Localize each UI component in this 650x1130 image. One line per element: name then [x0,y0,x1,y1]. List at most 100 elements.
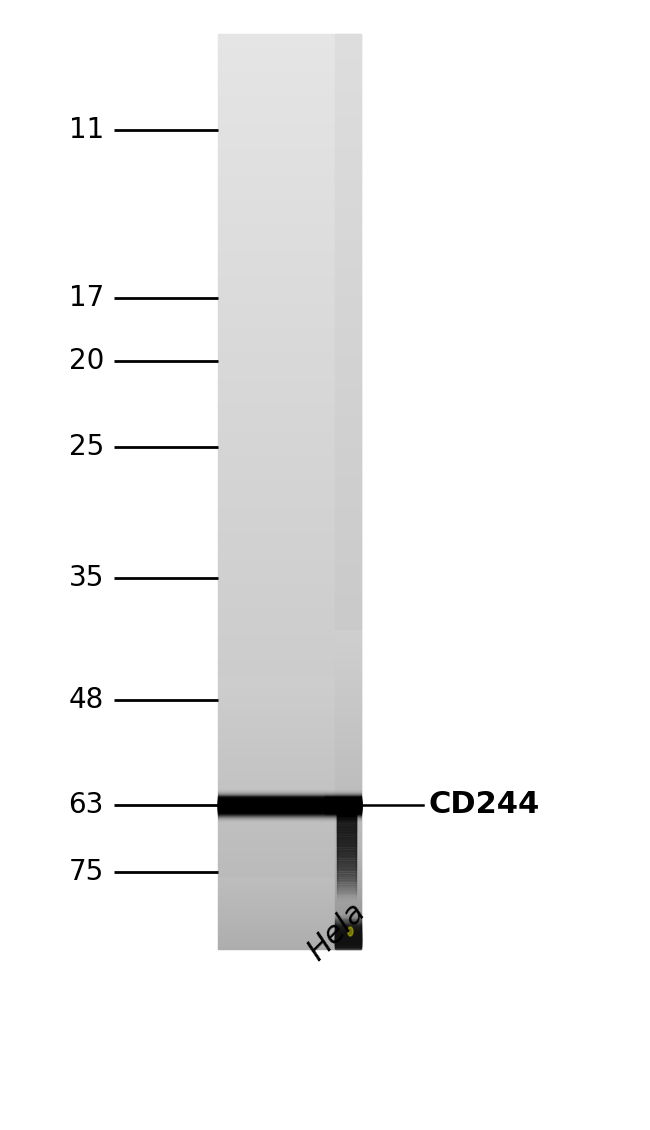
Bar [218,946,361,949]
Bar [335,153,361,156]
Bar [335,284,361,287]
Bar [218,205,361,208]
Bar [335,263,361,266]
Bar [218,421,361,425]
Bar [218,540,361,544]
Bar [325,806,361,810]
Bar [218,260,361,263]
Bar [218,792,361,798]
Bar [218,775,361,779]
Bar [335,843,361,845]
Bar [335,779,361,782]
Bar [335,238,361,242]
Bar [218,833,361,836]
Bar [335,355,361,357]
Bar [218,836,361,840]
Bar [218,574,361,577]
Bar [337,810,356,818]
Bar [218,684,361,687]
Bar [218,183,361,186]
Bar [218,800,361,806]
Bar [218,802,361,806]
Bar [335,671,361,675]
Bar [335,409,361,412]
Bar [325,807,361,811]
Bar [218,70,361,73]
Bar [218,931,361,933]
Bar [325,794,361,799]
Bar [335,721,361,723]
Bar [337,881,356,889]
Bar [335,802,361,806]
Bar [218,723,361,727]
Bar [218,772,361,775]
Bar [218,885,361,888]
Bar [335,577,361,580]
Bar [335,727,361,730]
Bar [335,504,361,506]
Bar [218,244,361,247]
Bar [218,863,361,867]
Bar [335,754,361,757]
Bar [218,501,361,504]
Bar [325,803,361,808]
Bar [218,251,361,253]
Bar [218,46,361,50]
Bar [218,531,361,534]
Bar [218,492,361,495]
Bar [335,745,361,748]
Bar [335,718,361,721]
Bar [335,186,361,190]
Bar [335,730,361,732]
Bar [335,675,361,678]
Bar [218,327,361,330]
Bar [337,824,356,832]
Bar [218,608,361,610]
Bar [218,394,361,397]
Bar [325,812,361,817]
Bar [337,853,356,861]
Bar [218,794,361,800]
Bar [335,928,361,931]
Bar [218,816,361,822]
Bar [218,870,361,872]
Bar [335,635,361,638]
Bar [218,913,361,915]
Bar [218,660,361,662]
Bar [335,397,361,400]
Bar [335,929,361,938]
Bar [218,147,361,150]
Bar [218,730,361,732]
Bar [335,86,361,89]
Bar [218,922,361,924]
Bar [335,797,361,800]
Bar [335,253,361,257]
Bar [335,406,361,409]
Bar [325,805,361,809]
Bar [218,202,361,205]
Bar [218,305,361,308]
Bar [218,388,361,391]
Bar [335,596,361,598]
Bar [335,269,361,272]
Bar [335,495,361,497]
Bar [335,922,361,924]
Bar [218,790,361,796]
Bar [325,807,361,811]
Bar [218,879,361,883]
Bar [335,916,361,925]
Bar [325,798,361,802]
Bar [335,763,361,766]
Text: 63: 63 [69,791,104,819]
Bar [218,904,361,906]
Bar [218,827,361,831]
Bar [335,242,361,244]
Bar [325,802,361,807]
Text: 17: 17 [69,285,104,312]
Bar [335,687,361,689]
Bar [218,281,361,284]
Bar [218,883,361,885]
Bar [335,244,361,247]
Bar [335,931,361,940]
Bar [335,492,361,495]
